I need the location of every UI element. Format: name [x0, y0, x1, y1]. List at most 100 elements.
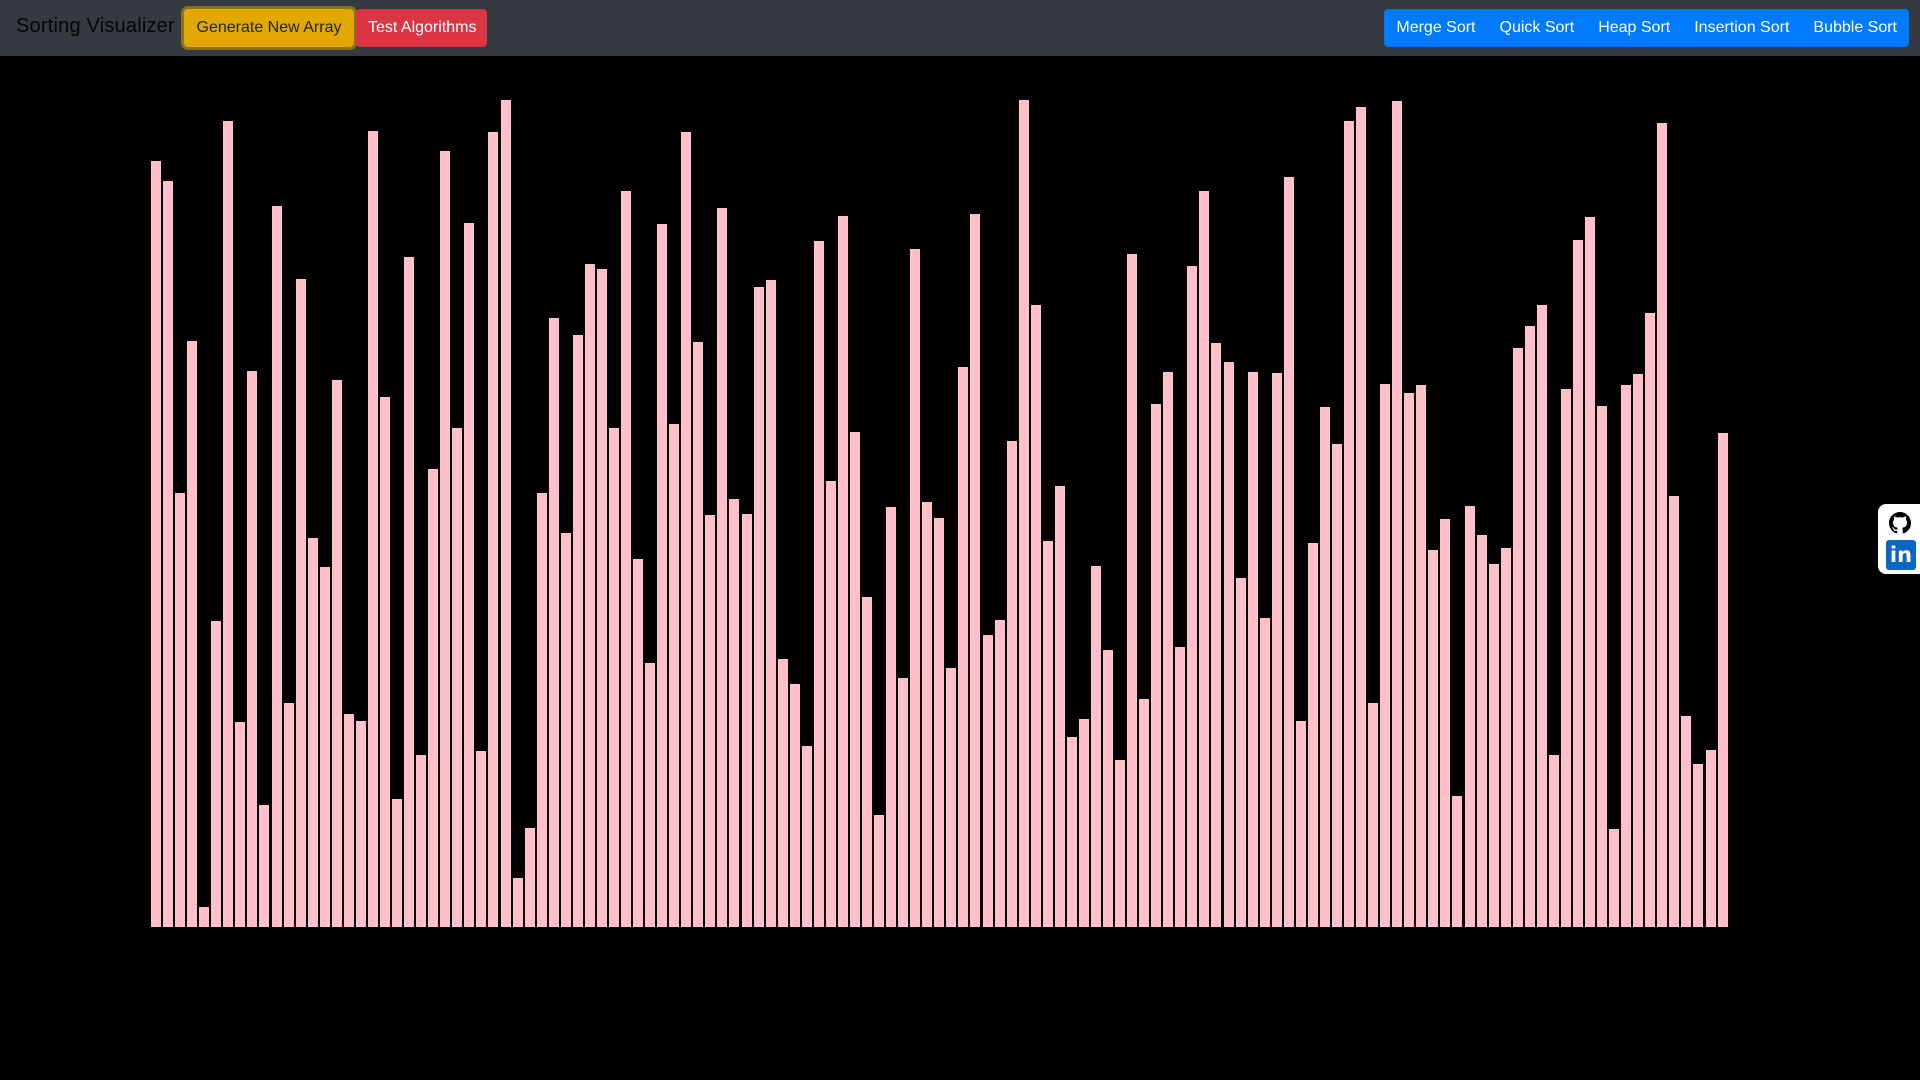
array-bar [1356, 107, 1366, 927]
array-bar [416, 755, 427, 927]
array-bar [801, 746, 812, 927]
array-bar [1621, 385, 1632, 927]
array-bar [1464, 506, 1475, 927]
insertion-sort-button[interactable]: Insertion Sort [1682, 9, 1801, 47]
array-bar [729, 499, 740, 927]
array-bar [705, 515, 716, 927]
array-bar [596, 269, 607, 927]
array-bar [1416, 385, 1427, 927]
array-bar [1090, 566, 1101, 927]
heap-sort-button[interactable]: Heap Sort [1586, 9, 1682, 47]
array-bar [1645, 313, 1656, 927]
array-bar [1657, 123, 1668, 927]
array-bar [1307, 543, 1318, 927]
array-bar [1259, 618, 1270, 927]
array-bar [1139, 699, 1150, 927]
array-bar [1524, 326, 1535, 927]
array-bar [428, 469, 439, 927]
array-bar [1488, 564, 1499, 927]
array-bar [693, 342, 704, 927]
array-bar [1103, 650, 1113, 927]
github-icon[interactable] [1889, 512, 1911, 534]
array-bar [584, 264, 595, 927]
array-bar [1175, 647, 1186, 927]
array-bar [633, 559, 643, 927]
array-bar [1115, 760, 1125, 927]
array-bar [946, 668, 957, 927]
array-bar [1705, 750, 1716, 927]
array-bar [536, 493, 547, 927]
array-bar [476, 751, 487, 927]
linkedin-icon[interactable]: in [1886, 540, 1916, 570]
array-bar [488, 132, 499, 927]
array-bar [1211, 343, 1222, 927]
array-bar [862, 597, 872, 927]
navbar: Sorting Visualizer Generate New Array Te… [0, 0, 1920, 56]
array-bar [1476, 535, 1487, 927]
array-bar [1669, 496, 1680, 927]
array-bar [1187, 266, 1198, 927]
array-bar [1018, 100, 1029, 927]
array-bar [175, 493, 186, 927]
array-bar [211, 621, 222, 927]
array-bar [970, 214, 981, 927]
array-bar [765, 280, 776, 927]
array-bar [1319, 407, 1330, 927]
array-bar [380, 397, 390, 927]
array-bar [1597, 406, 1607, 927]
array-bar [367, 131, 378, 927]
array-bar [560, 533, 571, 927]
array-bar [1609, 829, 1620, 927]
array-bar [1536, 305, 1547, 927]
brand-title[interactable]: Sorting Visualizer [16, 15, 175, 37]
array-bar [1042, 541, 1053, 927]
array-bar [886, 507, 897, 927]
array-bar [295, 279, 306, 927]
array-bar [440, 151, 451, 927]
array-bars-container [0, 56, 1920, 1080]
array-bar [1633, 374, 1644, 927]
array-bar [1693, 764, 1704, 927]
social-links-panel: in [1878, 504, 1920, 574]
array-bar [1295, 721, 1306, 927]
array-bar [1078, 719, 1089, 927]
array-bar [1066, 737, 1077, 927]
array-bar [657, 224, 668, 927]
array-bar [717, 208, 728, 927]
algorithm-button-group: Merge Sort Quick Sort Heap Sort Insertio… [1384, 9, 1909, 47]
array-bar [235, 722, 246, 927]
array-bar [669, 424, 680, 927]
array-bar [223, 121, 234, 927]
array-bar [1054, 486, 1065, 927]
array-bar [464, 223, 475, 927]
array-bar [1199, 191, 1210, 927]
array-bar [259, 805, 270, 927]
array-bar [1163, 372, 1174, 927]
test-algorithms-button[interactable]: Test Algorithms [356, 9, 487, 47]
array-bar [910, 249, 921, 927]
array-bar [1512, 348, 1523, 927]
array-bar [319, 567, 330, 927]
array-bar [789, 684, 800, 927]
array-bar [331, 380, 342, 927]
array-bar [681, 132, 692, 927]
array-bar [1560, 389, 1571, 927]
merge-sort-button[interactable]: Merge Sort [1384, 9, 1487, 47]
generate-new-array-button[interactable]: Generate New Array [184, 9, 354, 47]
array-bar [1151, 404, 1162, 927]
array-bar [874, 815, 884, 927]
quick-sort-button[interactable]: Quick Sort [1488, 9, 1587, 47]
array-bar [1344, 121, 1354, 927]
array-bar [1380, 384, 1391, 927]
array-bar [1331, 444, 1342, 927]
array-bar [307, 538, 318, 927]
array-bar [1572, 240, 1583, 927]
array-bar [934, 518, 945, 927]
array-bar [958, 367, 969, 927]
bubble-sort-button[interactable]: Bubble Sort [1801, 9, 1909, 47]
array-bar [994, 620, 1005, 927]
array-bar [1271, 373, 1282, 927]
array-bar [163, 181, 174, 927]
array-bar [392, 799, 402, 927]
array-bar [898, 678, 909, 927]
